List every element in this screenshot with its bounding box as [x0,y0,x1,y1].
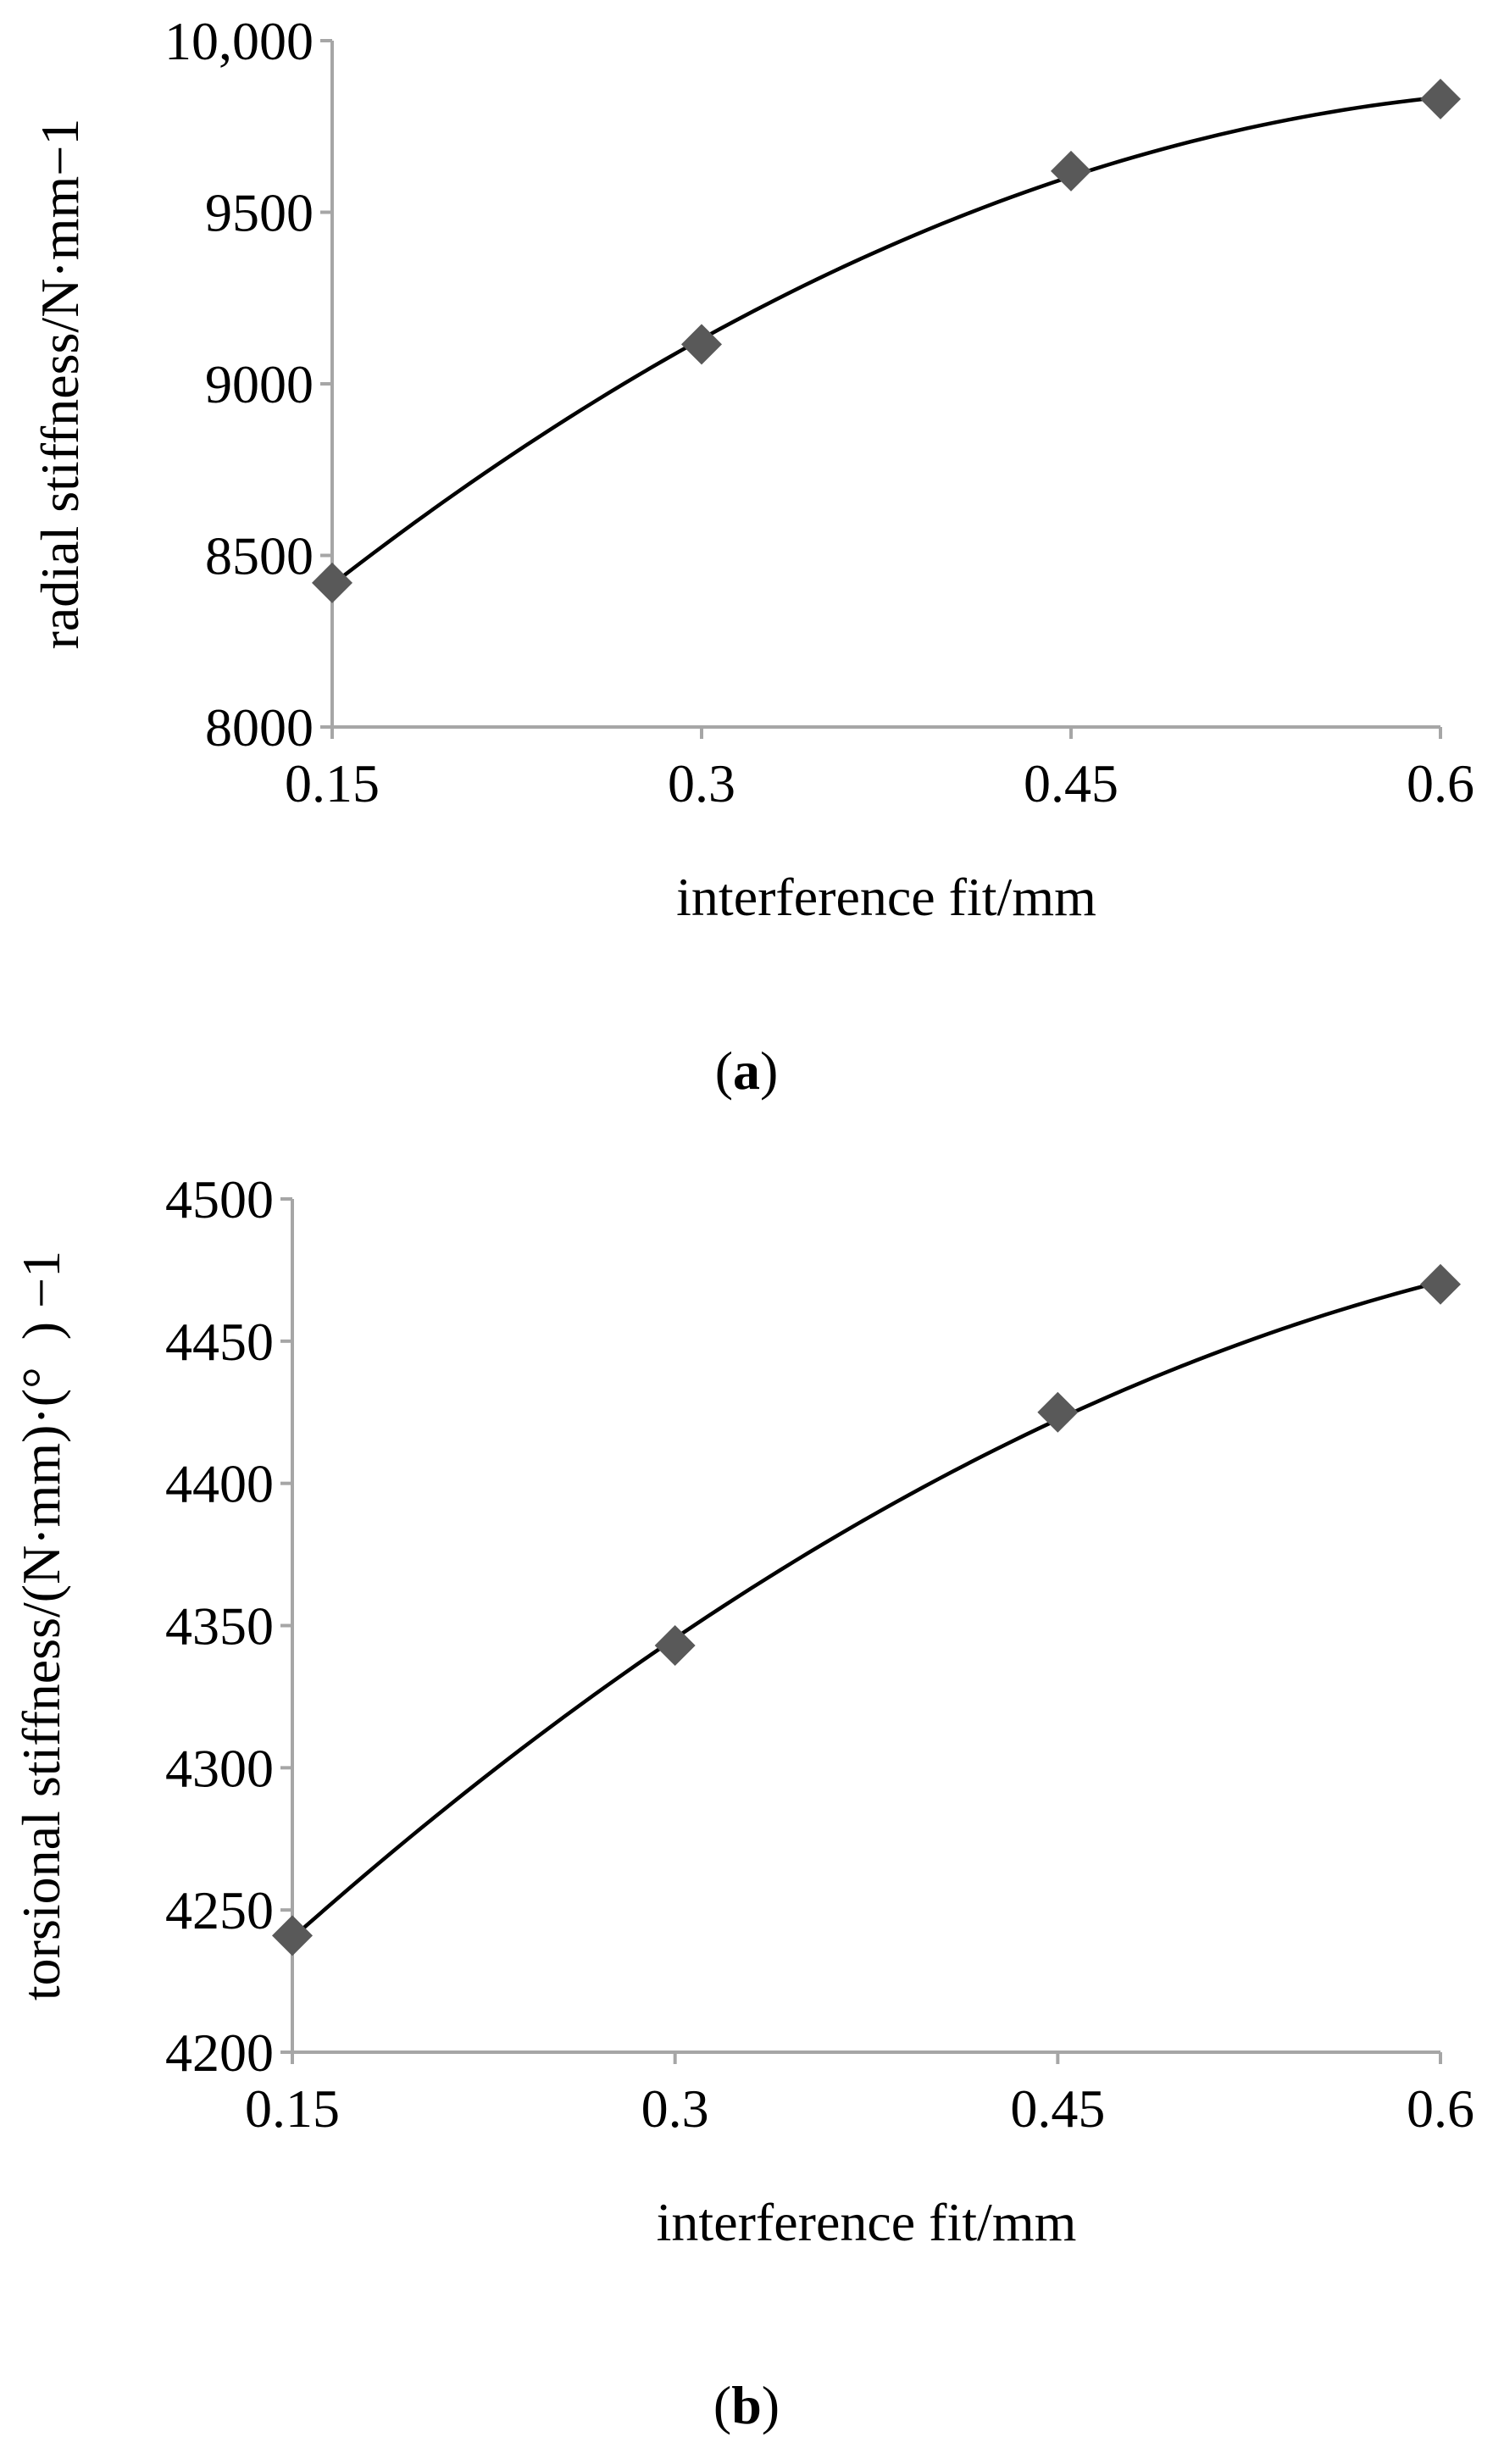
data-point [1051,150,1091,191]
data-point [272,1915,313,1956]
x-tick-label: 0.6 [1407,2078,1474,2139]
data-point [1420,78,1461,119]
x-axis-label: interference fit/mm [676,867,1096,927]
x-tick-label: 0.15 [285,753,380,813]
y-axis-label: radial stiffness/N·mm−1 [30,119,90,650]
y-axis-label: torsional stiffness/(N·mm)·(° ) −1 [11,1251,71,2001]
x-tick-label: 0.45 [1024,753,1118,813]
y-tick-label: 4400 [165,1454,274,1514]
x-tick-label: 0.3 [668,753,735,813]
y-tick-label: 9000 [205,354,314,414]
x-tick-label: 0.3 [641,2078,709,2139]
panel-caption: (a) [715,1041,779,1101]
data-point [1037,1391,1079,1433]
chart-panel-b: 4200 4250 4300 4350 4400 4450 4500 0.15 0.3 0.45 0… [11,1169,1474,2435]
y-tick-label: 4300 [165,1738,274,1798]
data-point [1420,1263,1461,1305]
y-tick-label: 8000 [205,697,314,758]
y-tick-label: 4500 [165,1169,274,1229]
data-point [312,562,352,603]
x-tick-label: 0.45 [1010,2078,1105,2139]
data-point [681,324,722,365]
y-tick-label: 4350 [165,1596,274,1657]
y-tick-label: 10,000 [164,11,314,71]
panel-caption-letter: b [731,2375,762,2435]
y-tick-label: 8500 [205,526,314,586]
panel-caption: (b) [713,2375,780,2435]
x-tick-label: 0.6 [1407,753,1474,813]
trendline [291,1279,1441,1940]
y-tick-label: 4450 [165,1312,274,1372]
data-point [654,1624,696,1666]
trendline [330,95,1441,586]
x-tick-label: 0.15 [245,2078,340,2139]
x-axis-label: interference fit/mm [657,2192,1077,2252]
y-tick-label: 4200 [165,2023,274,2083]
y-tick-label: 4250 [165,1880,274,1940]
chart-panel-a: 8000 8500 9000 9500 10,000 0.15 0.3 0.45 0.6 inte… [30,11,1474,1101]
panel-caption-letter: a [733,1041,760,1101]
y-tick-label: 9500 [205,183,314,243]
